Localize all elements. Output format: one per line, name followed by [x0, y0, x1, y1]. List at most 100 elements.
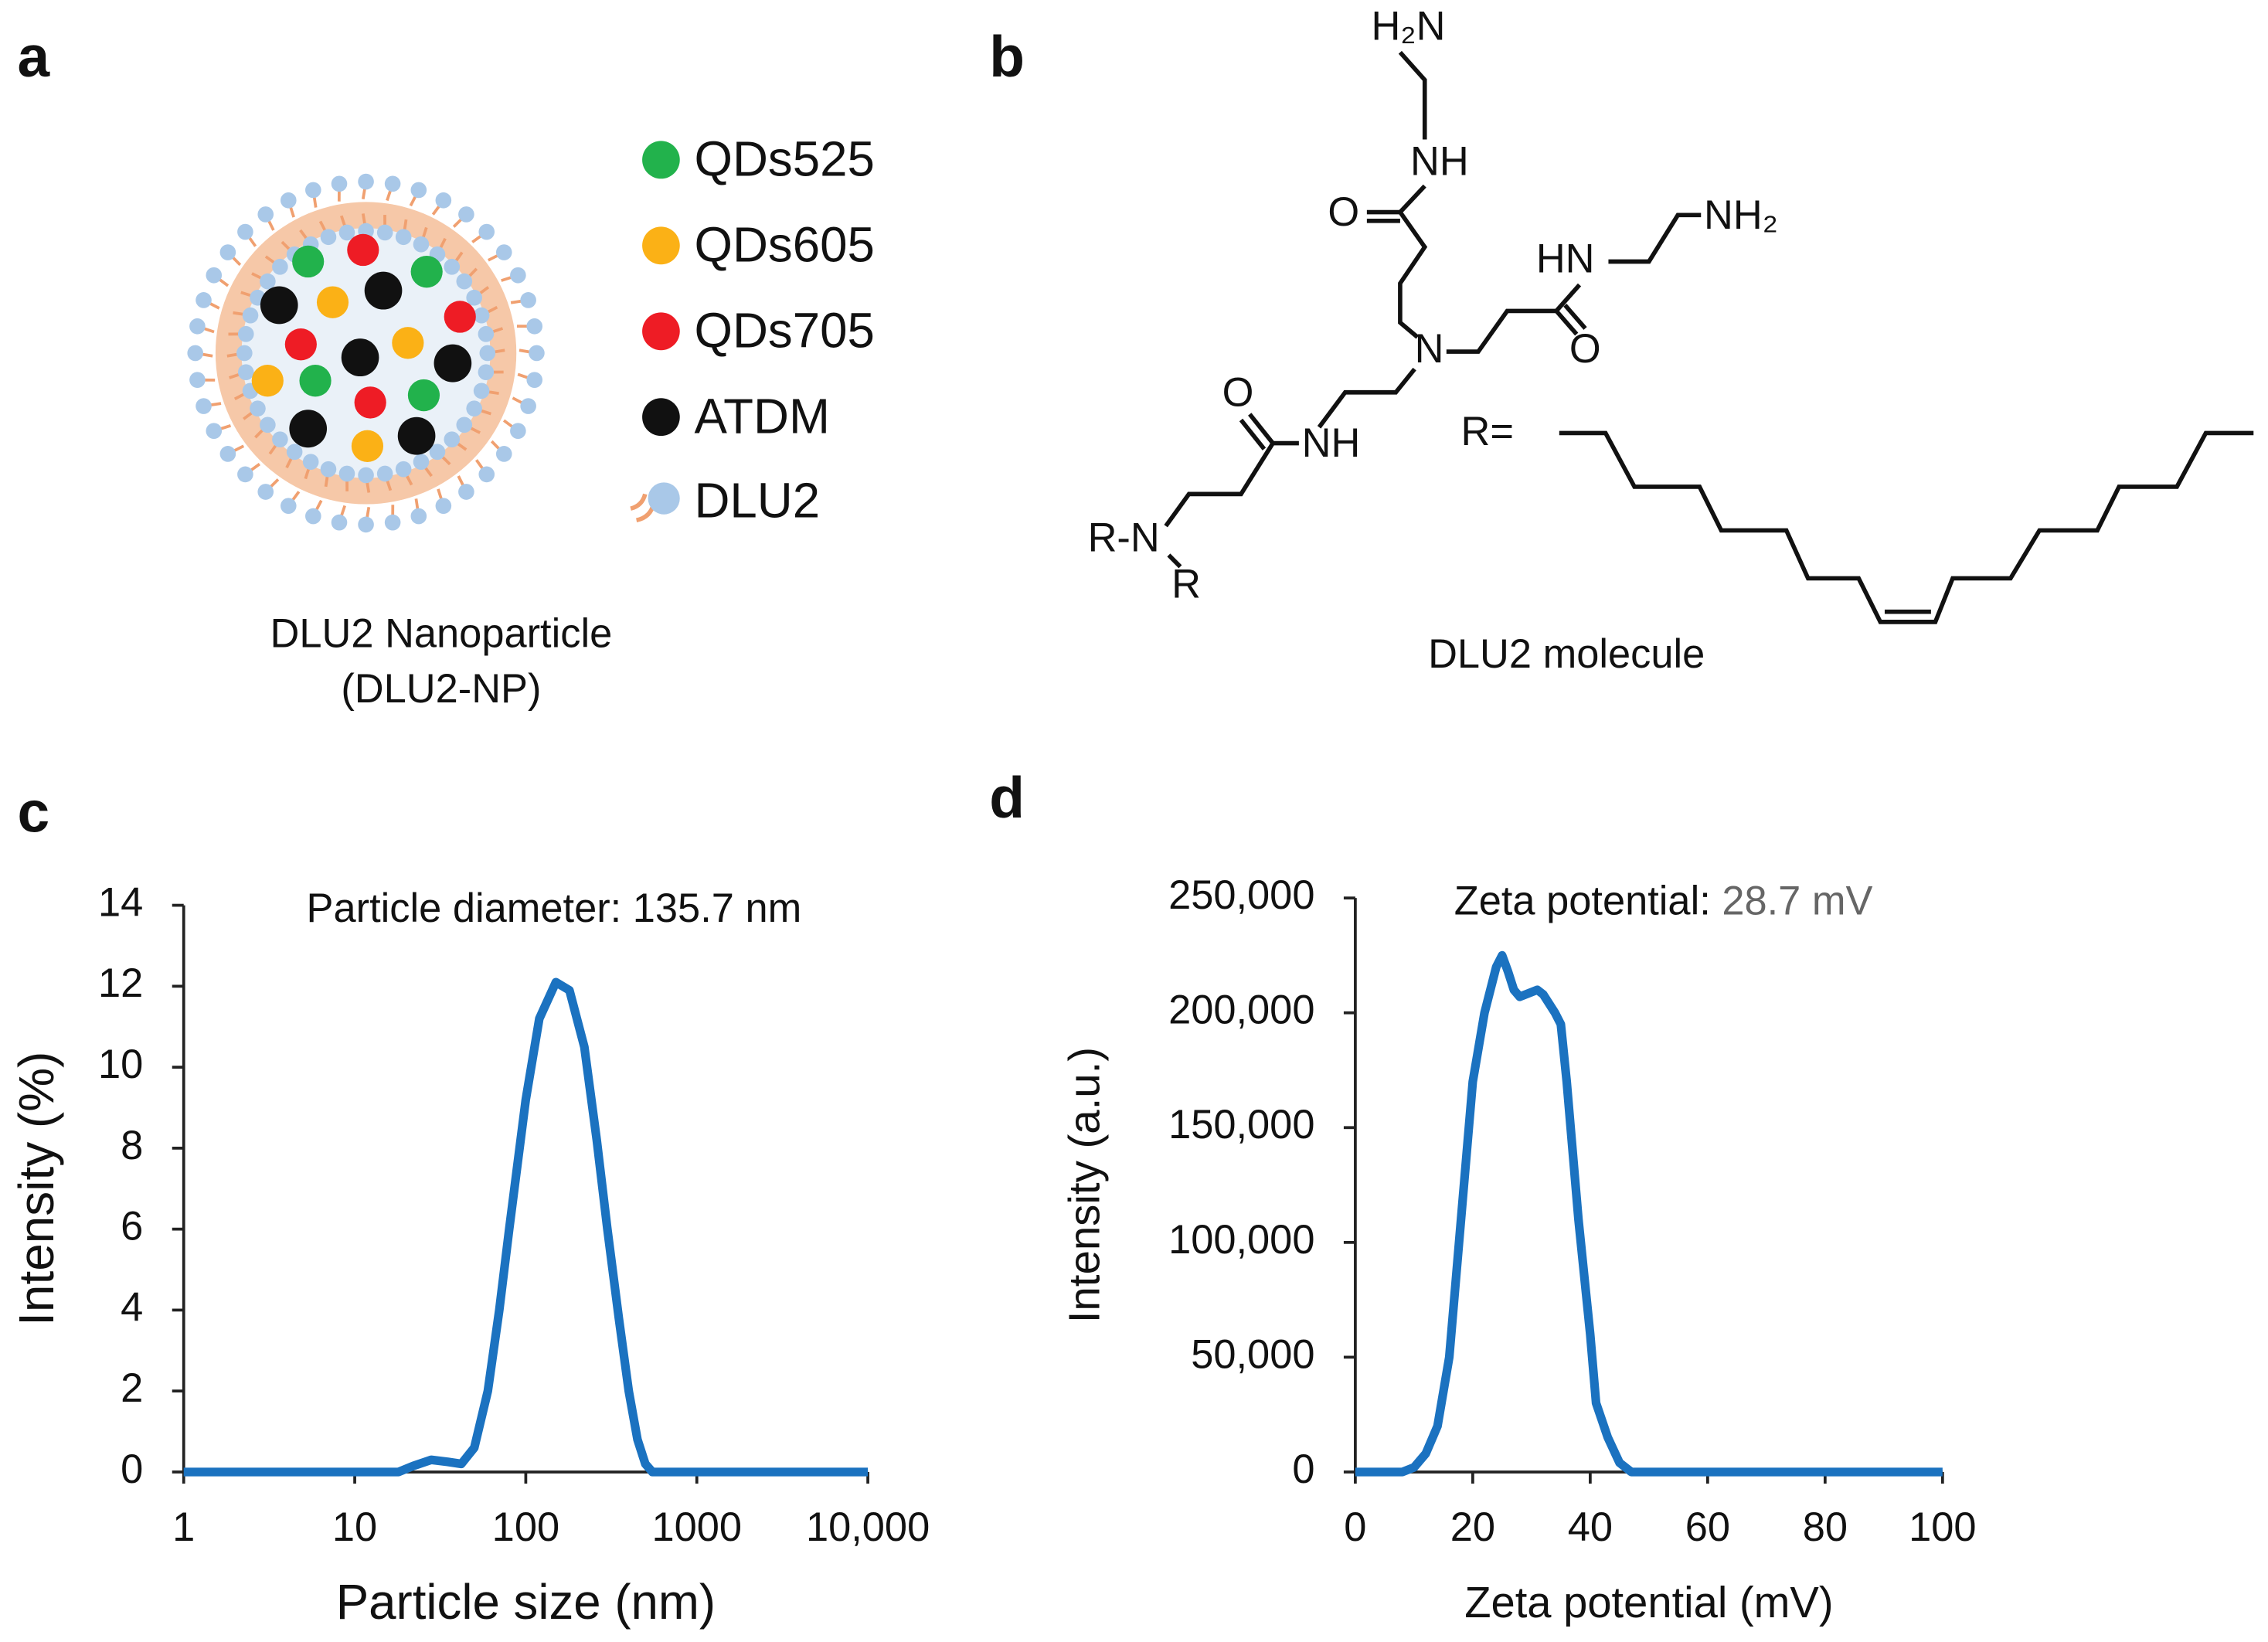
- x-tick-label: 1000: [651, 1504, 742, 1550]
- lipid-head: [510, 267, 526, 284]
- legend-label: DLU2: [694, 472, 820, 528]
- x-axis-label: Particle size (nm): [336, 1574, 716, 1630]
- lipid-head: [384, 175, 401, 192]
- atom-label: NH: [1410, 138, 1469, 184]
- particle: [444, 301, 476, 333]
- particle: [299, 365, 332, 397]
- panel-label: b: [989, 24, 1025, 89]
- lipid-head: [320, 229, 337, 246]
- lipid-head: [495, 446, 512, 462]
- y-tick-label: 50,000: [1191, 1331, 1314, 1377]
- lipid-head: [206, 267, 223, 284]
- atom-label: R=: [1461, 409, 1514, 454]
- annotation: Zeta potential:: [1454, 878, 1722, 923]
- lipid-head: [320, 461, 337, 478]
- lipid-head: [495, 244, 512, 260]
- lipid-head: [302, 454, 319, 471]
- legend-dot: [642, 226, 680, 265]
- y-tick-label: 250,000: [1168, 872, 1314, 918]
- atom-label: R: [1171, 562, 1201, 607]
- lipid-head: [219, 244, 236, 260]
- lipid-head: [236, 345, 253, 362]
- lipid-head: [410, 508, 427, 525]
- nanoparticle: [187, 173, 545, 533]
- lipid-head: [466, 400, 482, 417]
- lipid-head: [196, 292, 212, 308]
- particle: [289, 410, 328, 448]
- lipid-head: [358, 516, 374, 533]
- legend-label: ATDM: [694, 388, 830, 444]
- lipid-head: [250, 400, 266, 417]
- y-tick-label: 200,000: [1168, 988, 1314, 1033]
- atom-label: R-N: [1088, 515, 1160, 560]
- lipid-head: [478, 364, 495, 381]
- lipid-head: [189, 372, 206, 389]
- panel-label: a: [17, 24, 50, 89]
- lipid-head: [410, 182, 427, 199]
- bond: [1317, 367, 1416, 429]
- lipid-head: [280, 192, 297, 209]
- lipid-head: [458, 484, 474, 500]
- lipid-head: [376, 465, 393, 482]
- bond: [1563, 304, 1587, 330]
- legend-dot: [642, 312, 680, 351]
- lipid-head: [429, 444, 446, 461]
- lipid-head: [444, 431, 461, 448]
- lipid-head: [376, 224, 393, 241]
- lipid-head: [237, 466, 253, 483]
- lipid-head: [384, 514, 401, 531]
- x-tick-label: 80: [1803, 1504, 1848, 1550]
- atom-label: HN: [1536, 236, 1595, 281]
- lipid-head: [206, 423, 223, 440]
- y-tick-label: 14: [98, 879, 143, 925]
- caption: DLU2 molecule: [1428, 631, 1705, 677]
- legend-dot: [648, 482, 680, 515]
- particle: [364, 271, 403, 310]
- x-tick-label: 10: [332, 1504, 377, 1550]
- particle: [392, 327, 424, 359]
- x-tick-label: 100: [1909, 1504, 1976, 1550]
- lipid-head: [242, 307, 259, 324]
- lipid-head: [260, 416, 276, 433]
- y-tick-label: 150,000: [1168, 1102, 1314, 1147]
- particle: [351, 430, 384, 463]
- lipid-head: [456, 273, 473, 290]
- bond: [1167, 553, 1182, 569]
- particle: [397, 416, 436, 455]
- particle: [354, 386, 386, 419]
- lipid-head: [520, 292, 536, 308]
- lipid-head: [338, 224, 355, 241]
- lipid-head: [305, 508, 321, 525]
- x-tick-label: 1: [172, 1504, 195, 1550]
- lipid-head: [187, 345, 203, 362]
- particle: [407, 379, 440, 412]
- lipid-head: [458, 206, 474, 223]
- lipid-head: [286, 444, 303, 461]
- atom-label: O: [1328, 189, 1359, 235]
- lipid-head: [479, 345, 496, 362]
- lipid-head: [520, 398, 536, 414]
- data-line: [1355, 950, 1943, 1477]
- lipid-head: [331, 175, 348, 192]
- panel-label: c: [17, 780, 49, 845]
- lipid-head: [257, 484, 274, 500]
- atom-label: NH₂: [1704, 192, 1778, 238]
- lipid-head: [473, 382, 490, 399]
- lipid-head: [272, 258, 288, 275]
- y-axis-label: Intensity (a.u.): [1060, 1047, 1109, 1323]
- legend-dot: [642, 398, 680, 437]
- lipid-head: [466, 289, 482, 306]
- x-tick-label: 10,000: [806, 1504, 930, 1550]
- caption: DLU2 Nanoparticle: [270, 610, 613, 656]
- atom-label: O: [1222, 369, 1254, 415]
- y-tick-label: 10: [98, 1042, 143, 1087]
- y-tick-label: 12: [98, 960, 143, 1006]
- lipid-head: [358, 173, 374, 190]
- lipid-head: [473, 307, 490, 324]
- molecule-bonds: [1164, 50, 2254, 624]
- x-tick-label: 60: [1685, 1504, 1730, 1550]
- x-tick-label: 0: [1344, 1504, 1366, 1550]
- alkyl-chain: [1559, 430, 2254, 624]
- bond: [1397, 184, 1428, 339]
